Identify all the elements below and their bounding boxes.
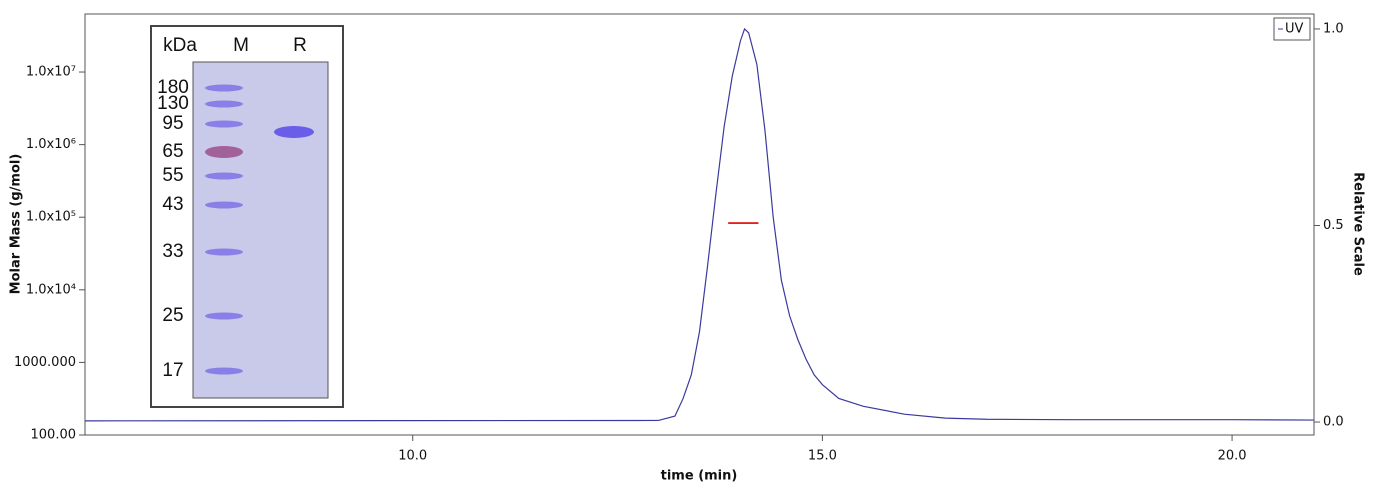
marker-band [205,201,243,209]
marker-band [205,84,243,92]
marker-label: 130 [157,93,189,114]
marker-band [205,100,243,108]
marker-band [205,312,243,320]
gel-header: R [293,35,307,56]
y2-tick-label: 0.5 [1323,218,1344,233]
legend-box [1273,17,1311,41]
marker-label: 33 [162,241,183,262]
series-line [84,27,1315,422]
gel-header: M [233,35,249,56]
y2-tick-label: 0.0 [1323,415,1344,430]
y-axis-label: Molar Mass (g/mol) [9,154,24,295]
marker-band [205,367,243,375]
x-axis-label: time (min) [661,469,738,484]
y-tick-label: 1.0x10⁴ [26,282,76,297]
x-tick-label: 20.0 [1218,449,1247,464]
marker-band [205,146,243,158]
marker-label: 25 [162,305,183,326]
marker-label: 55 [162,165,183,186]
marker-label: 17 [162,360,183,381]
y-tick-label: 1.0x10⁵ [26,210,76,225]
x-tick-label: 15.0 [808,449,837,464]
marker-label: 95 [162,113,183,134]
marker-label: 180 [157,77,189,98]
gel-header: kDa [163,35,197,56]
y2-tick-label: 1.0 [1323,21,1344,36]
marker-band [205,172,243,180]
y-tick-label: 1.0x10⁷ [26,65,76,80]
marker-label: 43 [162,194,183,215]
gel-lane-area [192,61,329,399]
plot-frame [84,13,1315,436]
marker-band [205,120,243,128]
marker-label: 65 [162,141,183,162]
legend-label: UV [1285,22,1304,37]
y-tick-label: 100.00 [31,428,77,443]
x-tick-label: 10.0 [398,449,427,464]
sample-band [274,126,314,138]
y-tick-label: 1000.000 [14,355,76,370]
y-tick-label: 1.0x10⁶ [26,137,76,152]
marker-band [205,248,243,256]
y2-axis-label: Relative Scale [1351,172,1366,276]
